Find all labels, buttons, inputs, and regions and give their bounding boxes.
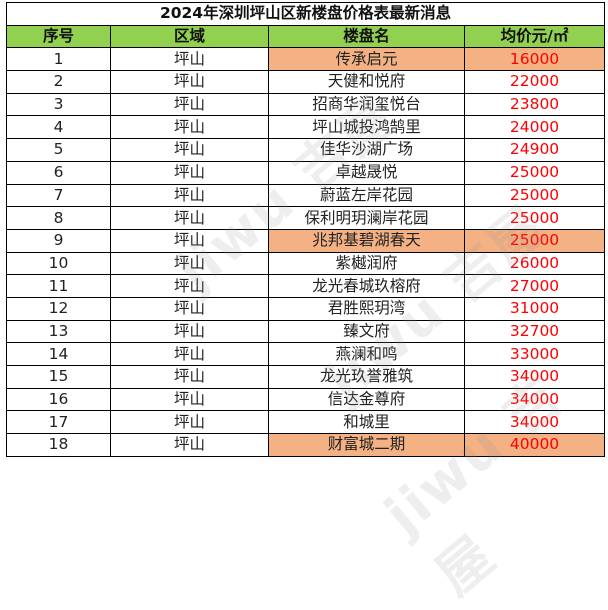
row-index: 3	[6, 92, 111, 117]
row-district: 坪山	[110, 138, 269, 162]
row-district: 坪山	[110, 228, 269, 253]
table-row: 7 坪山 蔚蓝左岸花园 25000	[6, 183, 606, 208]
row-price: 22000	[463, 70, 606, 94]
table-row: 5 坪山 佳华沙湖广场 24900	[6, 138, 606, 162]
row-price: 33000	[463, 342, 606, 366]
table-row: 6 坪山 卓越晟悦 25000	[6, 160, 606, 185]
row-price: 16000	[463, 47, 606, 72]
row-price: 34000	[463, 410, 606, 435]
row-index: 15	[6, 365, 111, 389]
row-index: 13	[6, 319, 111, 344]
row-district: 坪山	[110, 206, 269, 230]
row-index: 12	[6, 296, 111, 321]
row-project-name: 保利明玥澜岸花园	[268, 206, 465, 230]
row-project-name: 佳华沙湖广场	[268, 138, 465, 162]
row-price: 23800	[463, 92, 606, 117]
table-row: 2 坪山 天健和悦府 22000	[6, 70, 606, 94]
row-project-name: 天健和悦府	[268, 70, 465, 94]
row-index: 18	[6, 433, 111, 457]
price-table: 2024年深圳坪山区新楼盘价格表最新消息 序号 区域 楼盘名 均价元/㎡ 1 坪山…	[5, 2, 606, 457]
row-price: 25000	[463, 183, 606, 208]
row-index: 2	[6, 70, 111, 94]
row-district: 坪山	[110, 342, 269, 366]
table-row: 15 坪山 龙光玖誉雅筑 34000	[6, 365, 606, 389]
row-project-name: 招商华润玺悦台	[268, 92, 465, 117]
row-project-name: 紫樾润府	[268, 251, 465, 276]
row-district: 坪山	[110, 365, 269, 389]
row-price: 34000	[463, 387, 606, 412]
row-district: 坪山	[110, 92, 269, 117]
row-price: 25000	[463, 160, 606, 185]
row-project-name: 龙光春城玖榕府	[268, 274, 465, 298]
row-project-name: 君胜熙玥湾	[268, 296, 465, 321]
row-index: 17	[6, 410, 111, 435]
row-index: 5	[6, 138, 111, 162]
row-price: 40000	[463, 433, 606, 457]
row-price: 31000	[463, 296, 606, 321]
title-row: 2024年深圳坪山区新楼盘价格表最新消息	[5, 2, 606, 26]
row-index: 10	[6, 251, 111, 276]
row-index: 11	[6, 274, 111, 298]
row-project-name: 坪山城投鸿鹄里	[268, 115, 465, 140]
row-district: 坪山	[110, 183, 269, 208]
row-price: 26000	[463, 251, 606, 276]
table-body: 1 坪山 传承启元 16000 2 坪山 天健和悦府 22000 3 坪山 招商华润玺悦台 23800…	[6, 47, 606, 457]
table-row: 1 坪山 传承启元 16000	[6, 47, 606, 72]
row-index: 9	[6, 228, 111, 253]
row-district: 坪山	[110, 410, 269, 435]
header-index: 序号	[6, 24, 111, 49]
row-index: 6	[6, 160, 111, 185]
table-row: 18 坪山 财富城二期 40000	[6, 433, 606, 457]
row-index: 16	[6, 387, 111, 412]
table-row: 13 坪山 臻文府 32700	[6, 319, 606, 344]
row-project-name: 传承启元	[268, 47, 465, 72]
row-district: 坪山	[110, 160, 269, 185]
row-project-name: 财富城二期	[268, 433, 465, 457]
table-row: 11 坪山 龙光春城玖榕府 27000	[6, 274, 606, 298]
table-title: 2024年深圳坪山区新楼盘价格表最新消息	[5, 2, 606, 26]
row-project-name: 臻文府	[268, 319, 465, 344]
row-district: 坪山	[110, 387, 269, 412]
row-district: 坪山	[110, 433, 269, 457]
row-project-name: 蔚蓝左岸花园	[268, 183, 465, 208]
table-row: 8 坪山 保利明玥澜岸花园 25000	[6, 206, 606, 230]
table-row: 17 坪山 和城里 34000	[6, 410, 606, 435]
row-district: 坪山	[110, 70, 269, 94]
row-project-name: 和城里	[268, 410, 465, 435]
row-price: 32700	[463, 319, 606, 344]
table-row: 12 坪山 君胜熙玥湾 31000	[6, 296, 606, 321]
row-price: 25000	[463, 206, 606, 230]
header-project: 楼盘名	[268, 24, 465, 49]
row-price: 24000	[463, 115, 606, 140]
table-row: 16 坪山 信达金尊府 34000	[6, 387, 606, 412]
row-project-name: 龙光玖誉雅筑	[268, 365, 465, 389]
table-row: 10 坪山 紫樾润府 26000	[6, 251, 606, 276]
row-district: 坪山	[110, 274, 269, 298]
row-project-name: 信达金尊府	[268, 387, 465, 412]
row-price: 25000	[463, 228, 606, 253]
row-project-name: 卓越晟悦	[268, 160, 465, 185]
table-row: 14 坪山 燕澜和鸣 33000	[6, 342, 606, 366]
row-district: 坪山	[110, 47, 269, 72]
row-index: 8	[6, 206, 111, 230]
row-index: 1	[6, 47, 111, 72]
header-price: 均价元/㎡	[463, 24, 606, 49]
row-price: 24900	[463, 138, 606, 162]
row-district: 坪山	[110, 115, 269, 140]
table-row: 9 坪山 兆邦基碧湖春天 25000	[6, 228, 606, 253]
row-price: 27000	[463, 274, 606, 298]
row-index: 4	[6, 115, 111, 140]
row-district: 坪山	[110, 319, 269, 344]
row-district: 坪山	[110, 296, 269, 321]
table-row: 3 坪山 招商华润玺悦台 23800	[6, 92, 606, 117]
row-price: 34000	[463, 365, 606, 389]
header-row: 序号 区域 楼盘名 均价元/㎡	[6, 24, 606, 49]
table-row: 4 坪山 坪山城投鸿鹄里 24000	[6, 115, 606, 140]
row-index: 14	[6, 342, 111, 366]
row-district: 坪山	[110, 251, 269, 276]
row-project-name: 兆邦基碧湖春天	[268, 228, 465, 253]
row-project-name: 燕澜和鸣	[268, 342, 465, 366]
header-district: 区域	[110, 24, 269, 49]
row-index: 7	[6, 183, 111, 208]
